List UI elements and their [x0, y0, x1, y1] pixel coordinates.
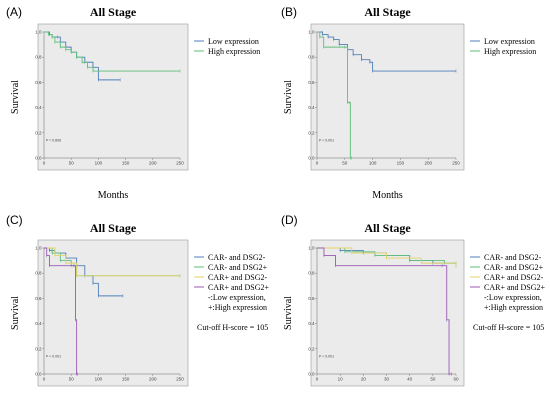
chart-title: All Stage — [90, 5, 137, 19]
legend-entry: CAR- and DSG2- — [208, 253, 266, 262]
x-tick-label: 0 — [43, 161, 46, 166]
legend-entry: CAR- and DSG2+ — [208, 263, 268, 272]
y-tick-label: 0.8 — [308, 271, 315, 276]
x-tick-label: 60 — [453, 377, 459, 382]
legend-note: -:Low expression, — [484, 293, 542, 302]
y-tick-label: 0.2 — [35, 130, 42, 135]
chart-title: All Stage — [364, 5, 411, 19]
y-tick-label: 0.6 — [308, 80, 315, 85]
legend-entry: CAR+ and DSG2+ — [208, 283, 270, 292]
y-tick-label: 1.0 — [35, 246, 42, 251]
x-tick-label: 10 — [338, 377, 344, 382]
legend-entry: CAR+ and DSG2- — [484, 273, 544, 282]
panel-letter: (C) — [6, 213, 23, 227]
x-tick-label: 30 — [384, 377, 390, 382]
cutoff-note: Cut-off H-score = 105 — [473, 323, 544, 332]
x-tick-label: 150 — [397, 161, 405, 166]
panel-3: (D) All Stage 0.0 0.2 0.4 0.6 0.8 1.0 0 10 20 30 40 5… — [281, 213, 546, 387]
x-axis-label: Months — [372, 190, 403, 201]
y-tick-label: 0.4 — [308, 105, 315, 110]
legend-entry: Low expression — [208, 37, 259, 46]
x-tick-label: 50 — [342, 161, 348, 166]
x-tick-label: 40 — [407, 377, 413, 382]
panel-letter: (A) — [6, 5, 22, 19]
y-tick-label: 0.2 — [35, 346, 42, 351]
panel-letter: (B) — [281, 5, 297, 19]
x-tick-label: 0 — [43, 377, 46, 382]
x-tick-label: 200 — [149, 377, 157, 382]
x-tick-label: 100 — [95, 161, 103, 166]
y-tick-label: 0.0 — [308, 372, 315, 377]
y-tick-label: 0.2 — [308, 130, 315, 135]
y-tick-label: 0.8 — [35, 55, 42, 60]
y-tick-label: 1.0 — [35, 30, 42, 35]
x-tick-label: 250 — [176, 161, 184, 166]
y-axis-label: Survival — [10, 80, 21, 114]
y-tick-label: 0.8 — [35, 271, 42, 276]
panel-0: (A) All Stage 0.0 0.2 0.4 0.6 0.8 1.0 0 50 100 150 2… — [6, 5, 260, 201]
y-tick-label: 1.0 — [308, 30, 315, 35]
x-tick-label: 150 — [122, 377, 130, 382]
y-axis-label: Survival — [10, 296, 21, 330]
y-tick-label: 0.6 — [35, 296, 42, 301]
legend-entry: CAR+ and DSG2+ — [484, 283, 546, 292]
legend-note: +:High expression — [208, 303, 267, 312]
legend-entry: CAR- and DSG2+ — [484, 263, 544, 272]
plot-area — [310, 239, 465, 387]
legend-entry: CAR+ and DSG2- — [208, 273, 268, 282]
y-tick-label: 0.8 — [308, 55, 315, 60]
plot-area — [37, 23, 189, 171]
p-value: P = 0.806 — [46, 139, 61, 143]
x-tick-label: 150 — [122, 161, 130, 166]
legend-note: +:High expression — [484, 303, 543, 312]
chart-title: All Stage — [90, 221, 137, 235]
x-tick-label: 200 — [149, 161, 157, 166]
x-tick-label: 20 — [361, 377, 367, 382]
x-tick-label: 100 — [95, 377, 103, 382]
plot-area — [37, 239, 189, 387]
y-tick-label: 0.2 — [308, 346, 315, 351]
legend-entry: Low expression — [484, 37, 535, 46]
y-axis-label: Survival — [283, 296, 294, 330]
x-tick-label: 50 — [69, 377, 75, 382]
y-tick-label: 0.0 — [308, 156, 315, 161]
plot-area — [310, 23, 465, 171]
y-tick-label: 0.6 — [308, 296, 315, 301]
series-line-2 — [44, 247, 180, 277]
p-value: P < 0.001 — [319, 139, 334, 143]
p-value: P < 0.001 — [46, 355, 61, 359]
x-tick-label: 100 — [369, 161, 377, 166]
x-tick-label: 200 — [424, 161, 432, 166]
x-tick-label: 0 — [316, 377, 319, 382]
x-axis-label: Months — [98, 190, 129, 201]
panel-letter: (D) — [281, 213, 298, 227]
legend-entry: High expression — [484, 47, 536, 56]
y-tick-label: 1.0 — [308, 246, 315, 251]
legend-entry: CAR- and DSG2- — [484, 253, 542, 262]
panel-2: (C) All Stage 0.0 0.2 0.4 0.6 0.8 1.0 0 50 100 150 2… — [6, 213, 270, 387]
legend-entry: High expression — [208, 47, 260, 56]
x-tick-label: 250 — [452, 161, 460, 166]
p-value: P < 0.001 — [319, 355, 334, 359]
y-tick-label: 0.4 — [308, 321, 315, 326]
x-tick-label: 50 — [69, 161, 75, 166]
x-tick-label: 250 — [176, 377, 184, 382]
y-axis-label: Survival — [283, 80, 294, 114]
x-tick-label: 0 — [316, 161, 319, 166]
y-tick-label: 0.4 — [35, 321, 42, 326]
x-tick-label: 50 — [430, 377, 436, 382]
y-tick-label: 0.6 — [35, 80, 42, 85]
y-tick-label: 0.4 — [35, 105, 42, 110]
y-tick-label: 0.0 — [35, 156, 42, 161]
legend-note: -:Low expression, — [208, 293, 266, 302]
y-tick-label: 0.0 — [35, 372, 42, 377]
chart-title: All Stage — [364, 221, 411, 235]
panel-1: (B) All Stage 0.0 0.2 0.4 0.6 0.8 1.0 0 50 100 150 2… — [281, 5, 536, 201]
cutoff-note: Cut-off H-score = 105 — [197, 323, 268, 332]
